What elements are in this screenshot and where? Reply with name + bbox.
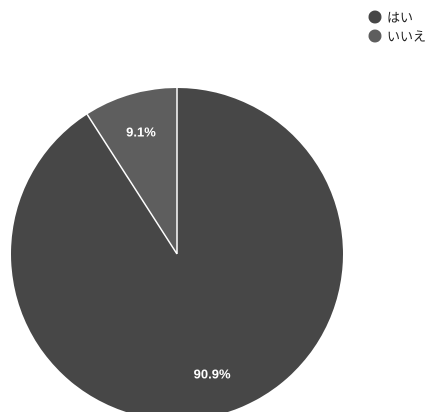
pie-slice-labels: 90.9% 9.1% xyxy=(126,124,231,381)
legend-label: いいえ xyxy=(387,30,426,45)
legend-item-2[interactable]: いいえ xyxy=(368,29,427,46)
slice-separator-2 xyxy=(86,113,178,255)
legend-item-1[interactable]: はい xyxy=(368,10,414,27)
legend-swatch xyxy=(368,10,382,24)
legend-label: はい xyxy=(387,11,413,26)
pie-slice-1[interactable] xyxy=(11,88,343,412)
slice-label-2: 9.1% xyxy=(126,124,156,139)
slice-label-1: 90.9% xyxy=(194,366,231,381)
pie-slice-2[interactable] xyxy=(87,88,177,254)
legend-swatch xyxy=(368,29,382,43)
pie-slices xyxy=(11,88,343,412)
